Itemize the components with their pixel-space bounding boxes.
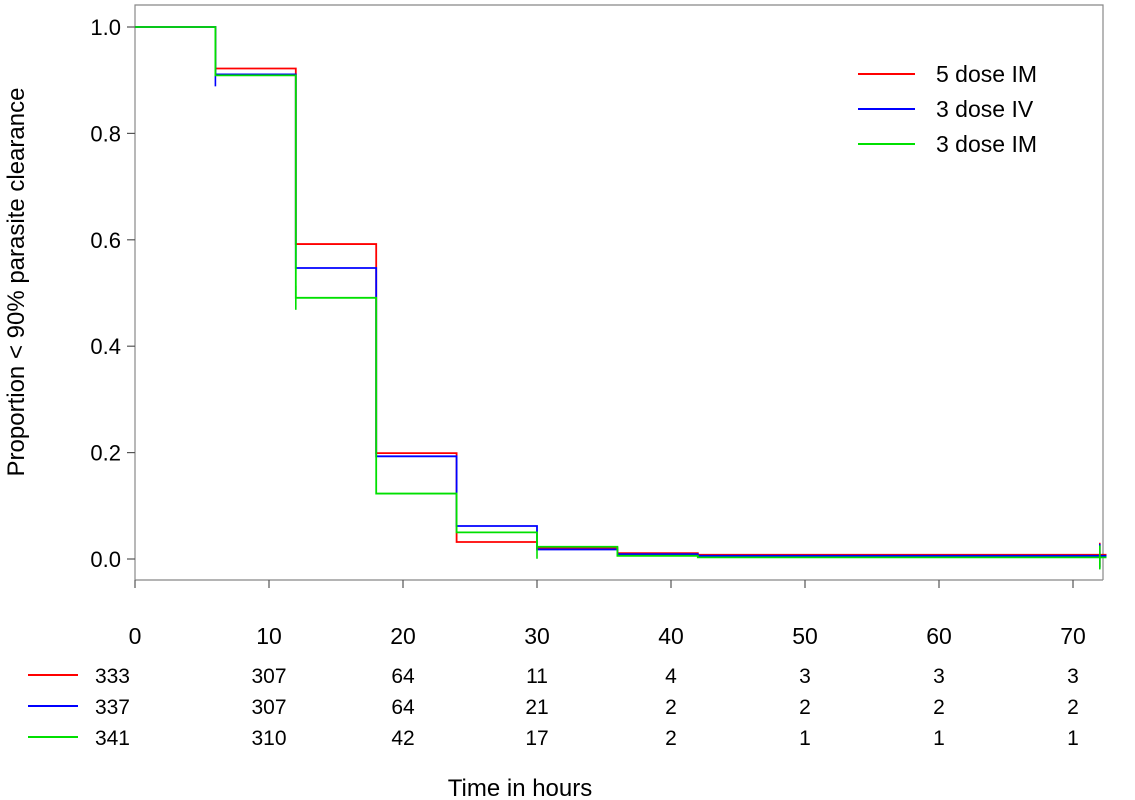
risk-count: 2	[933, 696, 945, 719]
x-tick-label: 50	[792, 623, 818, 649]
series-layer	[135, 26, 1107, 570]
series-line	[135, 26, 1107, 557]
risk-count: 1	[799, 727, 811, 750]
risk-count: 17	[525, 727, 548, 750]
risk-count: 307	[251, 696, 286, 719]
risk-count: 11	[526, 665, 548, 688]
series-2	[135, 26, 1107, 570]
legend-label: 3 dose IV	[936, 96, 1034, 122]
risk-count: 2	[665, 696, 677, 719]
x-tick-label: 10	[256, 623, 282, 649]
y-tick-label: 0.6	[90, 228, 121, 253]
x-tick-label: 0	[129, 623, 142, 649]
y-tick-label: 0.8	[90, 121, 121, 146]
risk-count: 1	[933, 727, 945, 750]
risk-count: 64	[391, 696, 415, 719]
x-tick-label: 70	[1060, 623, 1086, 649]
x-axis-label: Time in hours	[448, 775, 593, 800]
risk-count: 3	[1067, 665, 1079, 688]
risk-count: 337	[95, 696, 130, 719]
risk-count: 333	[95, 665, 130, 688]
y-axis-label: Proportion < 90% parasite clearance	[3, 88, 30, 477]
risk-count: 1	[1067, 727, 1079, 750]
axes: 0.0 0.2 0.4 0.6 0.8 1.0 0 10 20 30 40 50 60 70	[90, 4, 1104, 649]
y-tick-label: 1.0	[90, 15, 121, 40]
risk-count: 21	[525, 696, 548, 719]
risk-count: 3	[799, 665, 811, 688]
y-tick-label: 0.4	[90, 334, 121, 359]
risk-count: 4	[665, 665, 677, 688]
risk-count: 307	[251, 665, 286, 688]
risk-count: 42	[391, 727, 414, 750]
y-tick-label: 0.2	[90, 441, 121, 466]
x-tick-label: 60	[926, 623, 952, 649]
x-tick-label: 30	[524, 623, 550, 649]
y-tick-label: 0.0	[90, 547, 121, 572]
x-tick-label: 40	[658, 623, 684, 649]
risk-count: 2	[1067, 696, 1079, 719]
legend-label: 5 dose IM	[936, 61, 1037, 87]
legend-label: 3 dose IM	[936, 131, 1037, 157]
risk-count: 2	[799, 696, 811, 719]
risk-count: 310	[251, 727, 286, 750]
plot-frame	[134, 4, 1104, 580]
risk-count: 341	[95, 727, 130, 750]
legend: 5 dose IM 3 dose IV 3 dose IM	[858, 61, 1037, 157]
risk-count: 64	[391, 665, 415, 688]
risk-count: 2	[665, 727, 677, 750]
series-line	[135, 26, 1107, 559]
x-tick-label: 20	[390, 623, 416, 649]
risk-count: 3	[933, 665, 945, 688]
